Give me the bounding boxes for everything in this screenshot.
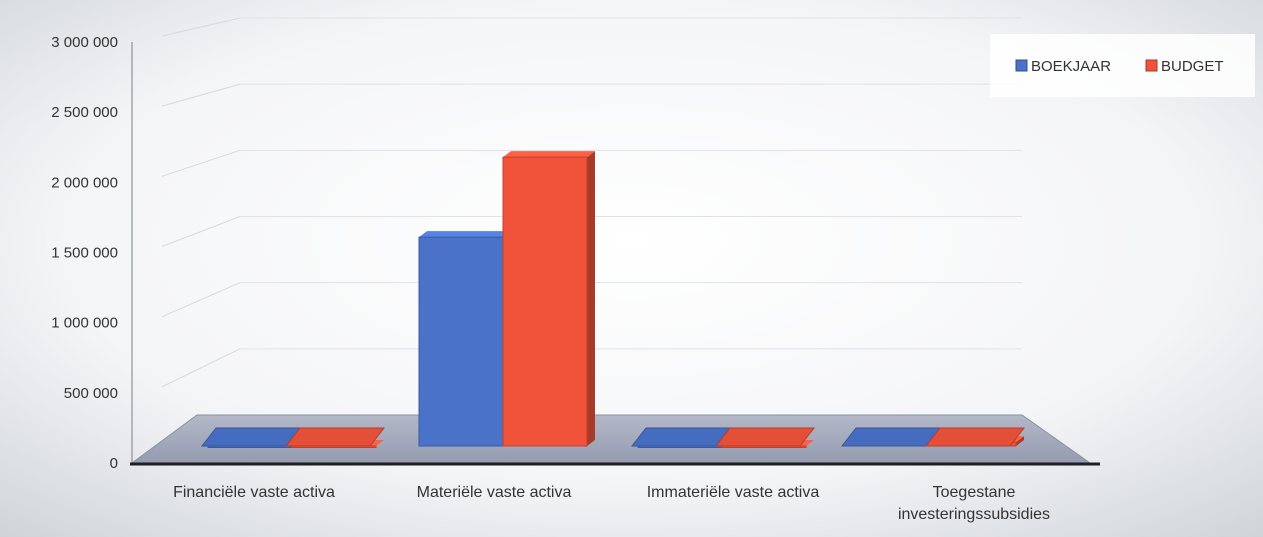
x-category-label: Financiële vaste activa [173,484,335,501]
legend-item-budget: BUDGET [1145,58,1224,75]
y-tick-label: 1 500 000 [51,245,118,262]
bar-budget-2 [714,427,816,448]
gridline-diagonal [161,348,241,388]
bar-top [503,151,595,158]
legend-swatch [1145,59,1158,72]
y-tick-label: 500 000 [64,385,118,402]
bar-budget-3 [924,427,1026,447]
legend-label: BOEKJAAR [1031,58,1111,75]
bar-slab [714,427,816,447]
y-tick-label: 1 000 000 [51,315,118,332]
gridline-diagonal [161,282,241,318]
y-tick-label: 3 000 000 [51,34,118,51]
y-tick-label: 2 500 000 [51,104,118,121]
gridline-diagonal [161,149,241,177]
bar-slab [840,427,942,447]
y-tick-label: 0 [110,455,118,472]
bar-top [419,231,511,238]
bar-slab [630,427,732,447]
legend-box [990,34,1255,97]
gridline-diagonal [161,83,241,107]
bar-boekjaar-3 [840,427,942,447]
gridline-diagonal [161,17,241,37]
bar-boekjaar-1 [418,231,511,447]
x-category-label: Materiële vaste activa [417,484,572,501]
bar-boekjaar-0 [200,427,302,448]
legend-swatch [1015,59,1028,72]
bar-front [418,236,504,447]
x-category-label: investeringssubsidies [898,506,1050,523]
bar-slab [284,427,386,447]
x-category-label: Toegestane [933,484,1016,501]
bar-slab [924,427,1026,447]
bar-budget-0 [284,427,386,448]
legend-label: BUDGET [1161,58,1224,75]
gridline-diagonal [161,216,241,247]
bar-slab [200,427,302,447]
legend-item-boekjaar: BOEKJAAR [1015,58,1111,75]
bar-front [502,156,588,447]
x-category-label: Immateriële vaste activa [647,484,820,501]
bar-budget-1 [502,151,595,447]
bar-side [587,151,595,446]
bar-side [1016,436,1024,446]
bar-boekjaar-2 [630,427,732,448]
y-tick-label: 2 000 000 [51,174,118,191]
